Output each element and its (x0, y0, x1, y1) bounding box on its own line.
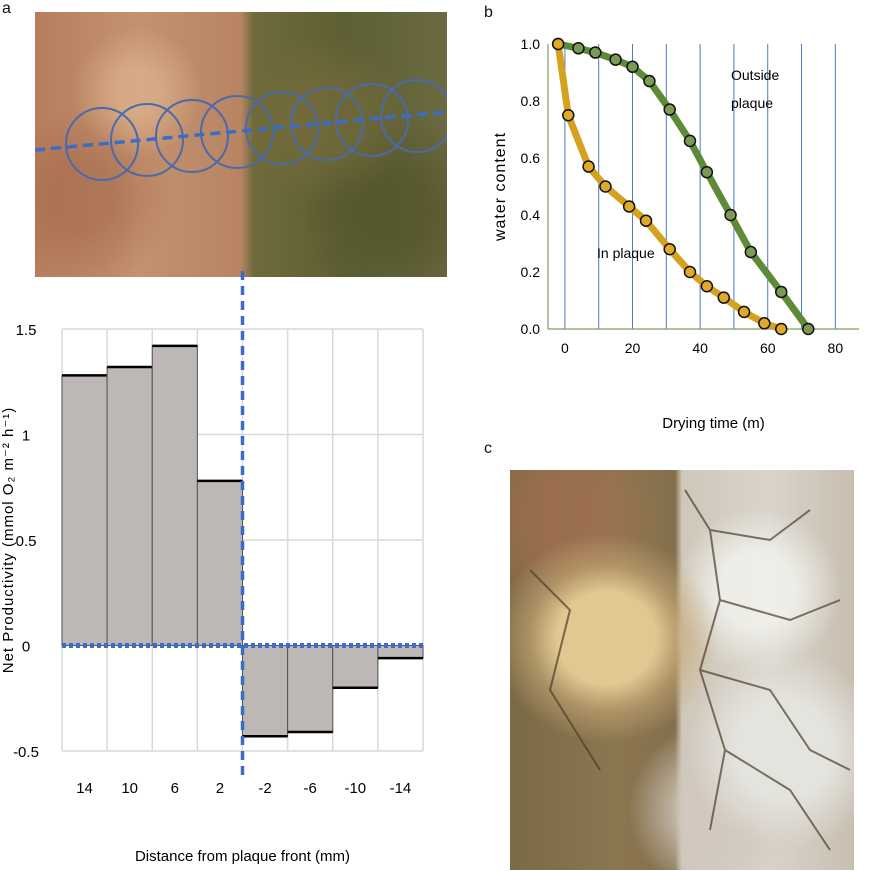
bar (332, 645, 379, 689)
a-x-tick-label: -10 (344, 780, 366, 797)
b-data-point (737, 305, 751, 319)
b-y-tick-label: 0.2 (521, 264, 541, 280)
a-x-axis-label: Distance from plaque front (mm) (135, 848, 350, 865)
sample-circle (335, 83, 409, 157)
b-data-point (626, 60, 639, 74)
b-series (551, 37, 815, 336)
b-data-point (700, 280, 714, 293)
b-data-point (639, 214, 653, 227)
a-x-tick-label: 6 (171, 780, 179, 797)
bar (242, 645, 289, 737)
b-x-tick-label: 20 (625, 340, 641, 356)
sample-circle (290, 87, 364, 161)
b-data-point (775, 285, 788, 299)
a-x-tick-labels: 14 10 6 2 -2 -6 -10 -14 (76, 780, 411, 797)
b-series-label: In plaque (597, 245, 655, 261)
water-content-chart: 0.0 0.2 0.4 0.6 0.8 1.0 0 20 40 60 80 Outside plaq… (492, 36, 859, 432)
b-data-point (551, 37, 565, 51)
transect-overlay (35, 79, 447, 181)
b-data-point (663, 242, 676, 256)
b-x-tick-labels: 0 20 40 60 80 (561, 340, 843, 356)
a-x-tick-label: -2 (258, 780, 271, 797)
sample-circle (200, 95, 274, 169)
sample-circle (245, 91, 319, 165)
a-y-axis-label: Net Productivity (mmol O₂ m⁻² h⁻¹) (0, 407, 17, 674)
b-y-tick-label: 1.0 (521, 36, 541, 52)
b-data-point (700, 166, 714, 179)
b-data-point (683, 134, 697, 148)
b-data-point (758, 317, 771, 330)
b-x-tick-label: 80 (828, 340, 844, 356)
a-x-tick-label: -14 (390, 780, 412, 797)
bar (196, 480, 243, 646)
b-x-tick-label: 60 (760, 340, 776, 356)
panel-label-c: c (484, 440, 492, 457)
bar (106, 366, 153, 646)
bar (151, 345, 198, 646)
b-series-label: plaque (731, 95, 773, 111)
a-x-tick-label: 14 (76, 780, 93, 797)
b-data-point (643, 74, 656, 88)
b-data-point (663, 103, 676, 116)
b-y-tick-label: 0.8 (521, 93, 541, 109)
panel-label-b: b (484, 4, 493, 21)
b-y-axis-label: water content (492, 132, 509, 242)
bar (287, 645, 334, 733)
cracked-soil-photo (510, 470, 854, 870)
b-data-point (724, 208, 737, 222)
b-series-label: Outside (731, 67, 779, 83)
b-series-line (557, 40, 812, 332)
sample-circle (380, 79, 447, 153)
a-y-tick-label: -0.5 (13, 744, 39, 761)
b-data-point (599, 180, 612, 193)
b-y-tick-label: 0.0 (521, 321, 541, 337)
b-data-point (717, 291, 731, 304)
b-data-point (802, 322, 815, 336)
b-x-tick-label: 40 (692, 340, 708, 356)
a-bars (61, 344, 424, 738)
a-y-tick-label: 1.5 (16, 322, 37, 339)
net-productivity-chart: 1.5 1 0.5 0 -0.5 14 10 6 2 -2 -6 -10 -14 Net Produc… (0, 271, 424, 865)
b-y-tick-label: 0.4 (521, 207, 541, 223)
bar (61, 374, 108, 646)
b-x-axis-label: Drying time (m) (662, 415, 765, 432)
a-y-tick-label: 1 (22, 428, 30, 445)
a-x-tick-label: 10 (121, 780, 138, 797)
b-series-labels: Outside plaque In plaque (597, 67, 779, 261)
b-series-line (554, 43, 783, 333)
crack-lines (529, 489, 851, 851)
b-data-point (775, 322, 788, 336)
a-x-tick-label: 2 (216, 780, 224, 797)
b-y-tick-label: 0.6 (521, 150, 541, 166)
b-data-point (683, 265, 697, 279)
b-data-point (582, 160, 595, 173)
a-x-tick-label: -6 (304, 780, 317, 797)
a-y-tick-label: 0 (22, 639, 30, 656)
b-data-point (589, 46, 602, 59)
b-data-point (609, 53, 622, 66)
a-y-tick-label: 0.5 (16, 533, 37, 550)
sample-circle (155, 99, 229, 173)
panel-label-a: a (2, 0, 11, 17)
b-y-tick-labels: 0.0 0.2 0.4 0.6 0.8 1.0 (521, 36, 541, 337)
b-data-point (572, 42, 585, 55)
transect-line (35, 110, 447, 152)
sample-circles (65, 79, 447, 181)
b-data-point (622, 200, 636, 213)
b-data-point (562, 109, 575, 122)
b-data-point (744, 245, 758, 259)
sample-circle (110, 103, 184, 177)
b-x-tick-label: 0 (561, 340, 569, 356)
plaque-front-photo (35, 12, 447, 277)
a-y-tick-labels: 1.5 1 0.5 0 -0.5 (13, 322, 39, 761)
sample-circle (65, 107, 139, 181)
